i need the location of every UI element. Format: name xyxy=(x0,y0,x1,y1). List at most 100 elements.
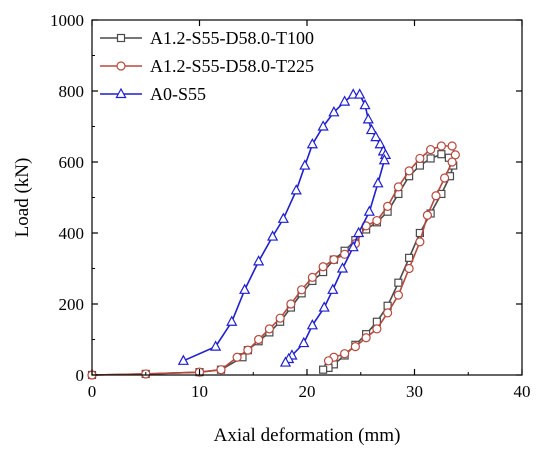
data-point xyxy=(361,333,371,343)
y-tick-label: 1000 xyxy=(50,11,84,30)
legend-label: A1.2-S55-D58.0-T100 xyxy=(150,28,314,48)
x-tick-label: 10 xyxy=(191,382,208,401)
y-tick-label: 400 xyxy=(59,224,85,243)
data-point xyxy=(447,141,457,151)
data-point xyxy=(336,262,349,273)
data-point xyxy=(266,230,279,241)
data-point xyxy=(264,324,274,334)
data-point xyxy=(437,150,446,159)
data-point xyxy=(290,184,302,195)
data-point xyxy=(279,356,292,367)
data-point xyxy=(372,324,382,334)
data-point xyxy=(436,141,446,151)
data-point xyxy=(354,88,366,99)
data-point xyxy=(254,334,264,345)
data-point xyxy=(426,144,436,155)
data-point xyxy=(298,336,310,348)
data-point xyxy=(365,123,378,135)
legend: A1.2-S55-D58.0-T100 A1.2-S55-D58.0-T225 A0… xyxy=(100,28,314,104)
data-point xyxy=(447,157,457,167)
y-axis-title: Load (kN) xyxy=(12,158,33,238)
y-tick-label: 0 xyxy=(76,366,85,385)
y-tick-label: 200 xyxy=(59,295,85,314)
series-2 xyxy=(87,141,460,380)
data-point xyxy=(415,228,424,238)
y-tick-label: 800 xyxy=(59,82,85,101)
data-point xyxy=(318,262,328,272)
legend-item: A0-S55 xyxy=(100,84,206,104)
legend-label: A1.2-S55-D58.0-T225 xyxy=(150,56,314,76)
data-point xyxy=(426,154,435,163)
data-point xyxy=(323,356,334,366)
data-point xyxy=(359,98,371,110)
data-point xyxy=(210,340,222,351)
data-point xyxy=(383,308,393,318)
data-point xyxy=(347,240,359,252)
data-point xyxy=(372,215,382,226)
data-point xyxy=(363,205,375,216)
data-point xyxy=(404,263,414,274)
data-point xyxy=(394,278,403,287)
data-point xyxy=(393,182,403,192)
data-point xyxy=(372,177,384,188)
data-point xyxy=(378,153,391,165)
data-point xyxy=(431,191,441,201)
data-point xyxy=(350,342,360,352)
data-point xyxy=(275,313,285,323)
series-line xyxy=(183,93,387,364)
legend-item: A1.2-S55-D58.0-T225 xyxy=(100,56,314,76)
data-point xyxy=(216,365,226,375)
data-point xyxy=(239,283,251,294)
data-point xyxy=(317,120,329,131)
x-axis-title: Axial deformation (mm) xyxy=(214,425,401,446)
data-point xyxy=(177,354,189,365)
data-point xyxy=(306,319,318,330)
legend-item: A1.2-S55-D58.0-T100 xyxy=(100,28,314,48)
data-point xyxy=(307,272,317,282)
data-point xyxy=(422,210,432,220)
data-point xyxy=(340,249,350,259)
legend-label: A0-S55 xyxy=(150,84,206,104)
series-3 xyxy=(177,88,392,367)
data-point xyxy=(299,159,311,170)
data-point xyxy=(352,226,365,238)
y-tick-label: 600 xyxy=(59,153,85,172)
x-tick-label: 30 xyxy=(406,382,423,401)
data-point xyxy=(329,255,339,265)
data-point xyxy=(383,201,393,211)
data-point xyxy=(306,137,318,149)
data-point xyxy=(277,212,289,223)
data-point xyxy=(370,130,382,142)
data-point xyxy=(286,299,296,309)
data-point xyxy=(116,33,126,43)
data-point xyxy=(415,237,425,247)
data-point xyxy=(243,345,253,355)
data-point xyxy=(253,255,265,266)
data-point xyxy=(339,95,351,106)
data-point xyxy=(319,365,328,374)
series-line xyxy=(91,145,457,376)
data-point xyxy=(115,87,127,99)
data-point xyxy=(362,113,374,124)
x-tick-label: 20 xyxy=(299,382,316,401)
x-tick-label: 0 xyxy=(88,382,97,401)
data-point xyxy=(297,285,307,295)
x-tick-label: 40 xyxy=(514,382,531,401)
data-point xyxy=(415,161,424,170)
data-point xyxy=(318,301,330,312)
data-point xyxy=(328,106,340,117)
data-point xyxy=(393,290,403,300)
data-point xyxy=(415,153,425,164)
data-point xyxy=(327,283,339,294)
data-point xyxy=(440,173,450,183)
series-layer xyxy=(87,88,460,380)
data-point xyxy=(116,61,126,71)
data-point xyxy=(404,166,414,176)
data-point xyxy=(374,137,386,149)
series-line xyxy=(91,153,455,376)
data-point xyxy=(232,352,242,362)
data-point xyxy=(347,88,359,99)
data-point xyxy=(226,315,238,326)
